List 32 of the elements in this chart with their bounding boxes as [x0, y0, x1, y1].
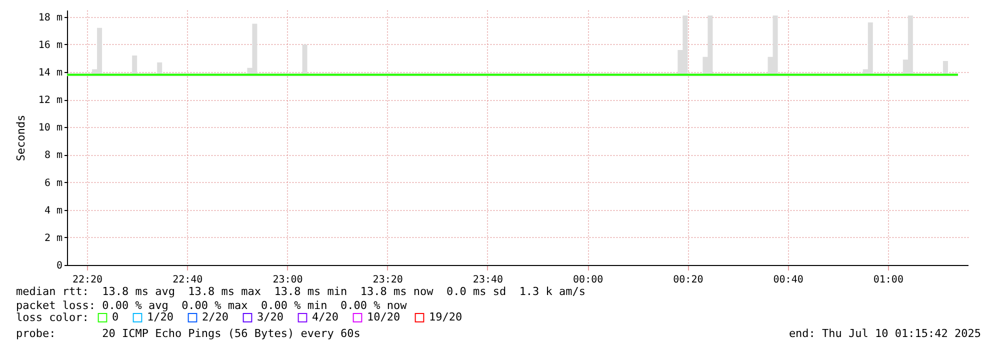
legend-label: 2/20 [202, 310, 228, 324]
x-tick-label: 00:00 [573, 274, 604, 286]
x-tick-label: 22:20 [72, 274, 103, 286]
x-tick-label: 00:20 [673, 274, 704, 286]
y-tick-label: 10 m [38, 122, 62, 134]
y-tick-label: 12 m [38, 95, 62, 106]
y-tick-label: 0 [56, 260, 62, 272]
y-tick-label: 2 m [44, 232, 62, 244]
y-tick-label: 14 m [38, 68, 62, 79]
y-tick-label: 18 m [38, 12, 62, 24]
y-tick-label: 8 m [44, 150, 62, 162]
y-axis-title: Seconds [14, 114, 28, 162]
legend-label: 0 [112, 310, 119, 324]
x-tick-label: 23:40 [472, 274, 504, 286]
y-tick-label: 6 m [44, 178, 62, 189]
x-tick-label: 00:40 [773, 274, 804, 286]
text: end: Thu Jul 10 01:15:42 2025 [788, 327, 981, 340]
legend-label: 4/20 [312, 310, 338, 324]
text: median rtt: 13.8 ms avg 13.8 ms max 13.8 ms min 13.8 ms now 0.0 ms sd 1.3 k am/s [16, 285, 586, 298]
legend-label: 19/20 [429, 310, 462, 324]
legend-title: loss color: [16, 311, 89, 324]
legend-label: 1/20 [147, 310, 174, 324]
y-tick-label: 16 m [38, 40, 62, 51]
y-tick-label: 4 m [44, 205, 62, 216]
text: packet loss: 0.00 % avg 0.00 % max 0.00 % min 0.00 % now [16, 299, 408, 312]
legend-label: 3/20 [257, 310, 284, 324]
x-tick-label: 23:20 [372, 274, 403, 286]
x-tick-label: 22:40 [172, 274, 203, 286]
legend-label: 10/20 [367, 310, 400, 324]
x-tick-label: 23:00 [272, 274, 303, 286]
x-tick-label: 01:00 [873, 274, 904, 286]
text: probe: 20 ICMP Echo Pings (56 Bytes) every 60s [16, 327, 360, 340]
